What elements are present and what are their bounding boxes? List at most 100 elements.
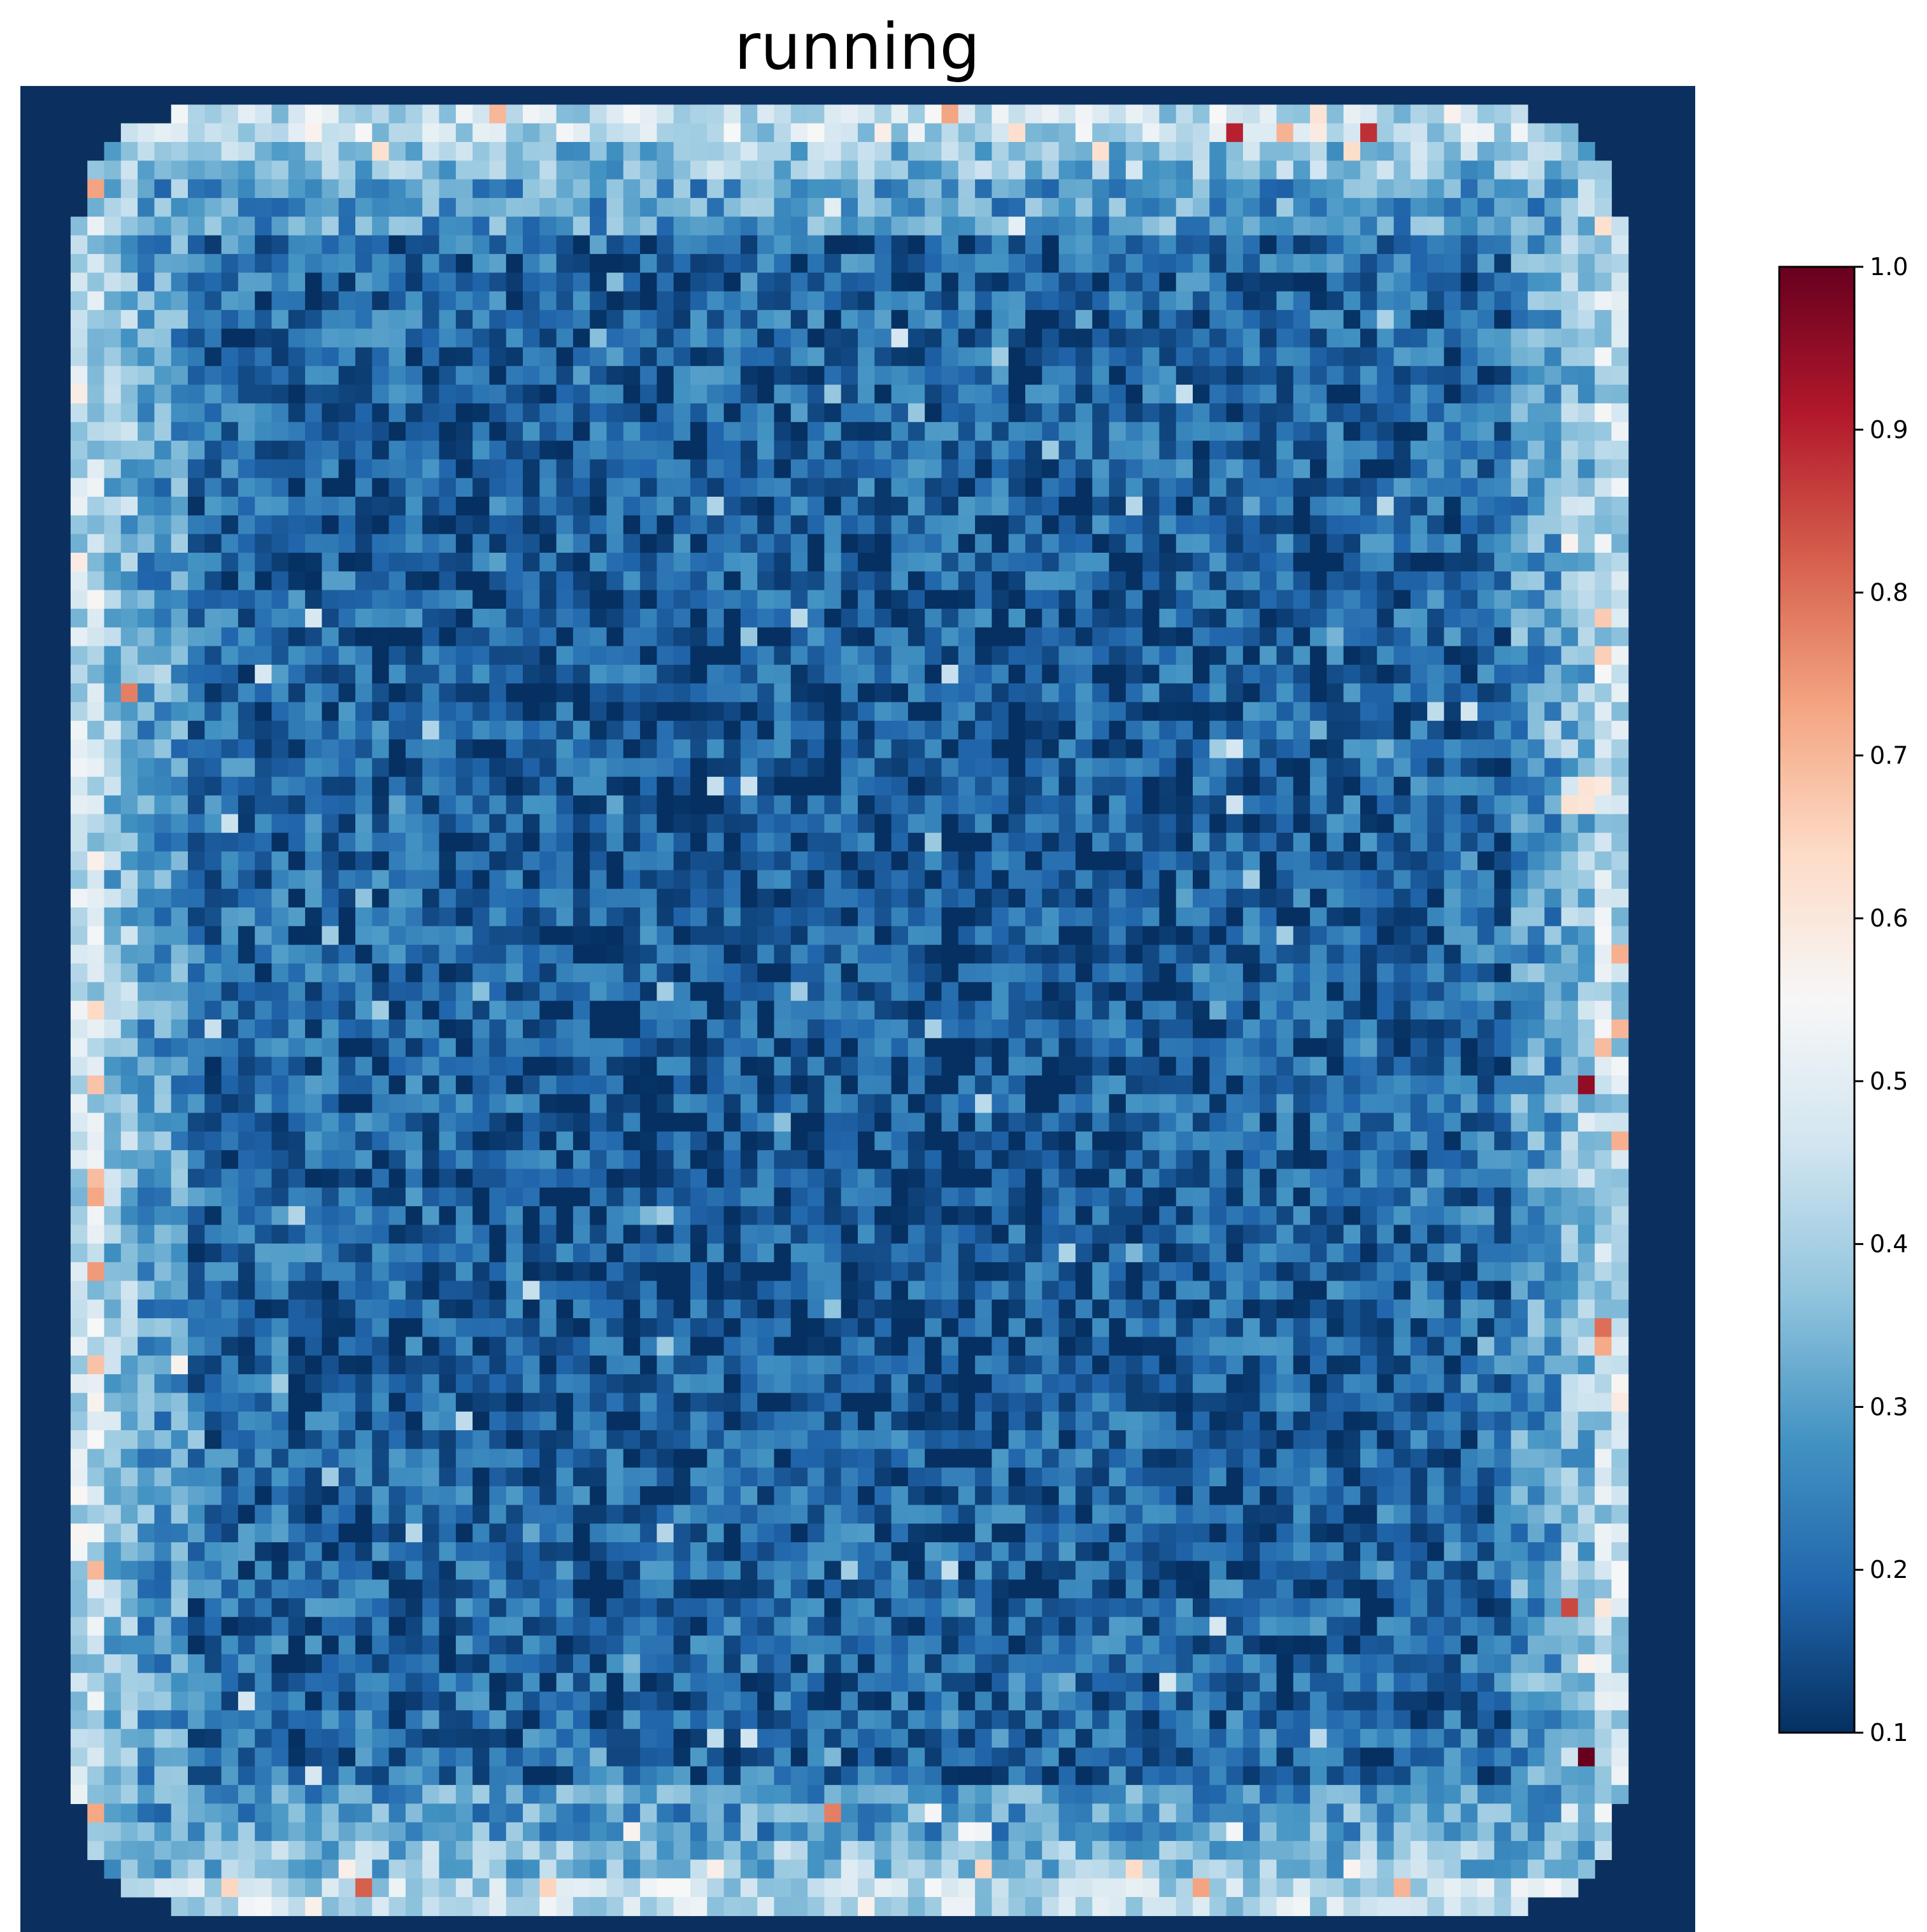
heatmap-cell — [1528, 553, 1545, 572]
heatmap-cell — [572, 590, 590, 609]
heatmap-cell — [523, 366, 540, 385]
heatmap-cell — [1544, 273, 1562, 292]
heatmap-cell — [824, 795, 842, 815]
heatmap-cell — [1242, 944, 1260, 964]
heatmap-cell — [757, 273, 775, 292]
heatmap-cell — [154, 534, 172, 553]
heatmap-cell — [925, 571, 942, 591]
heatmap-cell — [740, 197, 758, 217]
heatmap-cell — [1377, 160, 1395, 180]
heatmap-cell — [539, 329, 557, 348]
heatmap-cell — [640, 459, 657, 479]
heatmap-cell — [824, 1075, 842, 1095]
heatmap-cell — [1561, 926, 1579, 946]
heatmap-cell — [70, 739, 88, 759]
heatmap-cell — [1075, 851, 1093, 871]
heatmap-cell — [757, 870, 775, 890]
heatmap-cell — [556, 1019, 574, 1039]
heatmap-cell — [322, 309, 339, 329]
heatmap-cell — [1611, 1056, 1629, 1076]
heatmap-cell — [506, 273, 523, 292]
heatmap-cell — [1528, 1075, 1545, 1095]
heatmap-cell — [723, 123, 741, 143]
heatmap-cell — [907, 441, 925, 460]
heatmap-cell — [841, 197, 858, 217]
heatmap-cell — [690, 197, 708, 217]
heatmap-cell — [858, 571, 875, 591]
heatmap-cell — [1611, 1000, 1629, 1020]
heatmap-cell — [255, 515, 273, 535]
heatmap-cell — [1109, 385, 1127, 404]
heatmap-cell — [1595, 1038, 1612, 1058]
heatmap-cell — [707, 926, 725, 946]
heatmap-cell — [1176, 776, 1193, 796]
heatmap-cell — [405, 963, 423, 983]
heatmap-cell — [271, 1000, 289, 1020]
heatmap-cell — [1125, 422, 1143, 441]
heatmap-cell — [1310, 273, 1327, 292]
heatmap-cell — [556, 888, 574, 908]
heatmap-cell — [1242, 776, 1260, 796]
heatmap-cell — [388, 104, 406, 124]
heatmap-cell — [907, 1000, 925, 1020]
heatmap-cell — [975, 739, 992, 759]
heatmap-cell — [1193, 253, 1210, 273]
heatmap-cell — [925, 197, 942, 217]
heatmap-cell — [1444, 403, 1461, 423]
heatmap-cell — [1377, 907, 1395, 927]
heatmap-cell — [1293, 888, 1311, 908]
heatmap-cell — [1427, 832, 1445, 852]
heatmap-cell — [154, 403, 172, 423]
heatmap-cell — [657, 1094, 674, 1114]
heatmap-cell — [657, 441, 674, 460]
heatmap-cell — [1577, 683, 1595, 703]
heatmap-cell — [1444, 944, 1461, 964]
heatmap-cell — [1310, 758, 1327, 778]
heatmap-cell — [355, 926, 373, 946]
heatmap-cell — [891, 814, 909, 834]
heatmap-cell — [1092, 553, 1110, 572]
heatmap-cell — [523, 197, 540, 217]
heatmap-cell — [941, 944, 959, 964]
heatmap-cell — [1075, 309, 1093, 329]
heatmap-cell — [1242, 683, 1260, 703]
heatmap-cell — [958, 1000, 976, 1020]
heatmap-cell — [1511, 104, 1528, 124]
heatmap-cell — [975, 366, 992, 385]
heatmap-cell — [238, 459, 255, 479]
heatmap-cell — [1360, 944, 1377, 964]
heatmap-cell — [305, 403, 322, 423]
heatmap-cell — [1477, 776, 1495, 796]
heatmap-cell — [1326, 907, 1344, 927]
heatmap-cell — [322, 758, 339, 778]
heatmap-cell — [439, 441, 457, 460]
heatmap-cell — [1511, 534, 1528, 553]
heatmap-cell — [355, 1094, 373, 1114]
heatmap-cell — [824, 888, 842, 908]
heatmap-cell — [70, 403, 88, 423]
heatmap-cell — [523, 141, 540, 161]
heatmap-cell — [523, 179, 540, 199]
heatmap-cell — [221, 459, 239, 479]
heatmap-cell — [640, 1056, 657, 1076]
heatmap-cell — [1544, 291, 1562, 311]
heatmap-cell — [1042, 851, 1060, 871]
heatmap-cell — [255, 309, 273, 329]
heatmap-cell — [1075, 497, 1093, 516]
heatmap-cell — [1260, 403, 1277, 423]
heatmap-cell — [1142, 832, 1160, 852]
heatmap-cell — [975, 515, 992, 535]
heatmap-cell — [723, 385, 741, 404]
heatmap-cell — [1444, 478, 1461, 497]
heatmap-cell — [539, 217, 557, 236]
heatmap-cell — [556, 291, 574, 311]
heatmap-cell — [891, 907, 909, 927]
heatmap-cell — [221, 664, 239, 684]
heatmap-cell — [238, 347, 255, 367]
heatmap-cell — [992, 347, 1009, 367]
heatmap-cell — [305, 309, 322, 329]
heatmap-cell — [1075, 422, 1093, 441]
heatmap-cell — [1410, 217, 1428, 236]
heatmap-cell — [523, 553, 540, 572]
heatmap-cell — [1410, 963, 1428, 983]
